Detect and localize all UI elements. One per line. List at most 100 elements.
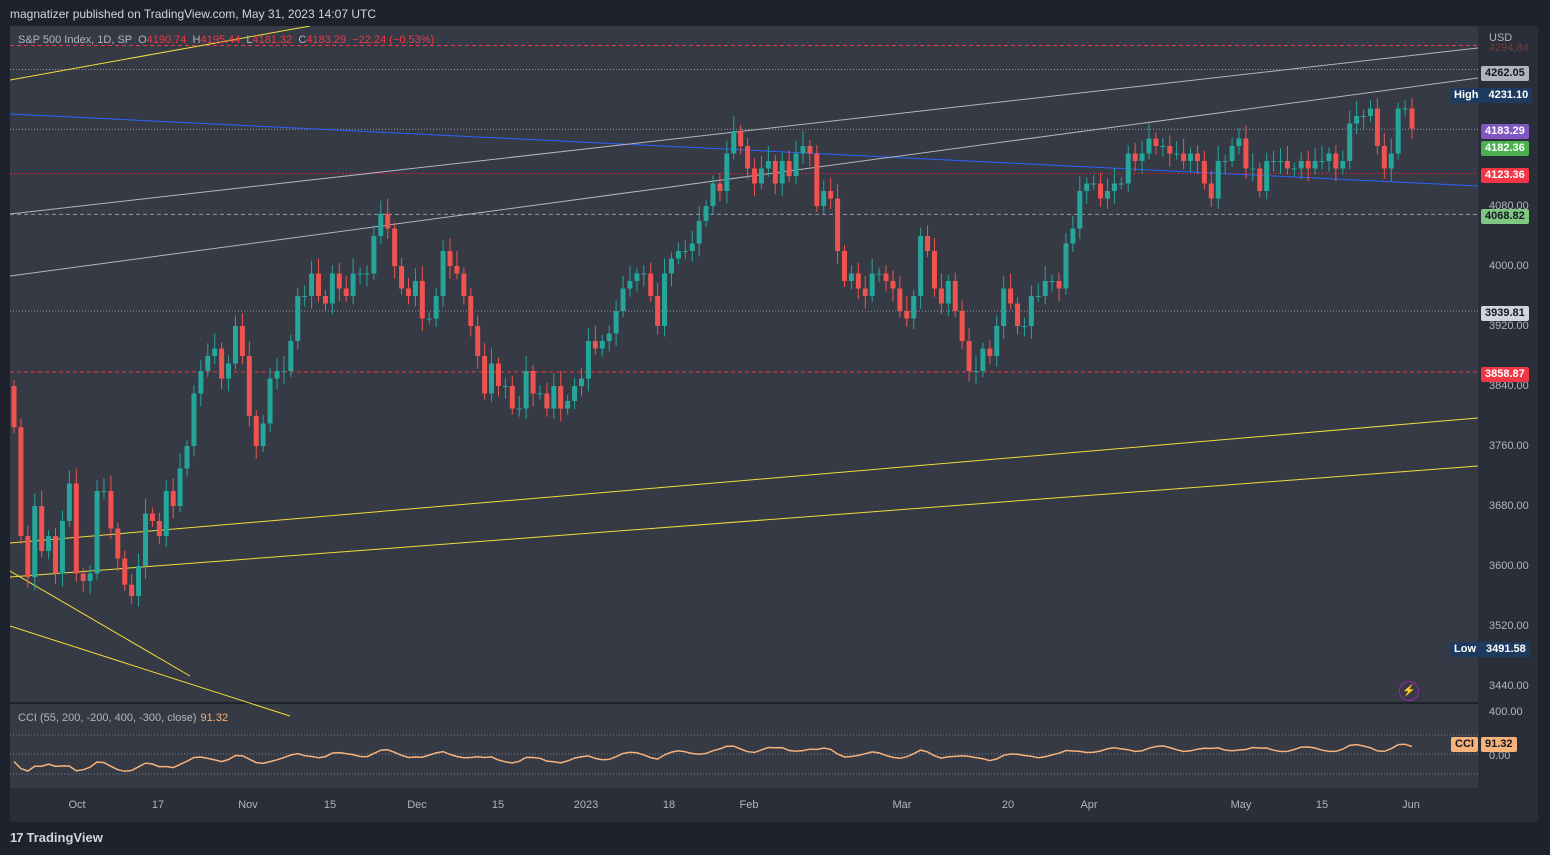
time-axis-label: 18 <box>662 799 676 811</box>
candle-body <box>952 281 958 311</box>
candle-body <box>53 536 59 574</box>
candle-body <box>288 341 294 371</box>
candle-body <box>717 183 723 191</box>
trend-line <box>10 570 191 677</box>
candle-body <box>634 273 640 281</box>
close-label: C <box>298 34 307 46</box>
candle-body <box>412 281 418 296</box>
candle-body <box>239 326 245 356</box>
price-tag: 3858.87 <box>1481 367 1529 382</box>
trend-line <box>10 26 311 81</box>
time-axis-label: Nov <box>238 799 258 811</box>
candle-body <box>821 191 827 206</box>
low-value: 4181.32 <box>252 34 293 46</box>
trend-line <box>10 113 1479 187</box>
chart-svg[interactable] <box>10 26 1538 822</box>
candle-body <box>1111 183 1117 191</box>
candle-body <box>1388 153 1394 169</box>
candle-body <box>758 168 764 184</box>
candle-body <box>1063 243 1069 289</box>
candle-body <box>495 363 501 386</box>
candle-body <box>198 371 204 394</box>
candle-body <box>1167 146 1173 154</box>
time-axis-label: 15 <box>491 799 505 811</box>
candle-body <box>25 536 31 578</box>
publish-header: magnatizer published on TradingView.com,… <box>0 0 1550 26</box>
candle-body <box>828 191 834 199</box>
candle-body <box>461 273 467 296</box>
candle-body <box>1098 183 1104 199</box>
candle-body <box>115 528 121 559</box>
candle-body <box>745 146 751 169</box>
candle-body <box>1028 296 1034 326</box>
candle-body <box>1326 153 1332 161</box>
candle-body <box>170 491 176 506</box>
candle-body <box>316 273 322 296</box>
candle-body <box>1243 138 1249 169</box>
candle-body <box>793 153 799 176</box>
candle-body <box>599 341 605 349</box>
candle-body <box>136 566 142 596</box>
candle-body <box>987 348 993 356</box>
candle-body <box>1284 161 1290 169</box>
high-marker-label: High <box>1454 89 1479 101</box>
candle-body <box>544 393 550 409</box>
candle-body <box>156 521 162 536</box>
candle-body <box>1070 228 1076 244</box>
candle-body <box>980 348 986 371</box>
trend-line <box>10 625 291 717</box>
candle-body <box>994 326 1000 356</box>
candle-body <box>502 386 508 387</box>
price-tag: 4068.82 <box>1481 209 1529 224</box>
candle-body <box>454 266 460 274</box>
candle-body <box>468 296 474 326</box>
candle-body <box>475 326 481 356</box>
candle-body <box>364 273 370 275</box>
lightning-icon[interactable]: ⚡ <box>1399 681 1419 701</box>
candle-body <box>226 363 232 379</box>
candle-body <box>627 281 633 289</box>
candle-body <box>668 258 674 274</box>
axis-tick: 3680.00 <box>1489 500 1529 512</box>
candle-body <box>890 281 896 289</box>
candle-body <box>620 288 626 311</box>
time-axis-label: May <box>1230 799 1252 811</box>
candle-body <box>731 131 737 154</box>
candle-body <box>848 273 854 281</box>
candle-body <box>149 513 155 521</box>
time-axis-bg <box>10 788 1478 822</box>
candle-body <box>1118 183 1124 185</box>
candle-body <box>1250 168 1256 170</box>
candle-body <box>1049 281 1055 282</box>
candle-body <box>39 506 45 551</box>
candle-body <box>655 296 661 326</box>
low-marker: Low 3491.58 <box>1450 642 1530 657</box>
candle-body <box>814 153 820 206</box>
time-axis-label: Oct <box>68 799 86 811</box>
price-axis-bg <box>1478 26 1538 822</box>
time-axis-label: 15 <box>1315 799 1329 811</box>
candle-body <box>433 296 439 319</box>
candle-body <box>966 341 972 371</box>
axis-tick: 3760.00 <box>1489 440 1529 452</box>
candle-body <box>274 371 280 379</box>
chart-area[interactable]: S&P 500 Index, 1D, SP O4190.74 H4195.44 … <box>10 26 1538 822</box>
time-axis-label: Mar <box>892 799 912 811</box>
candle-body <box>516 408 522 410</box>
candle-body <box>1194 153 1200 161</box>
candle-body <box>551 386 557 409</box>
candle-body <box>918 236 924 296</box>
candle-body <box>1188 153 1194 161</box>
candle-body <box>696 221 702 244</box>
candle-body <box>212 348 218 356</box>
cci-line <box>13 743 1413 773</box>
symbol-label: S&P 500 Index, 1D, SP <box>18 34 132 46</box>
tradingview-logo[interactable]: 17 TradingView <box>10 830 103 845</box>
time-axis-label: Dec <box>407 799 427 811</box>
pane-separator <box>10 702 1478 704</box>
candle-body <box>1153 138 1159 146</box>
candle-body <box>302 296 308 297</box>
candle-body <box>862 288 868 296</box>
candle-body <box>738 131 744 146</box>
cci-tag-value: 91.32 <box>1481 737 1517 752</box>
